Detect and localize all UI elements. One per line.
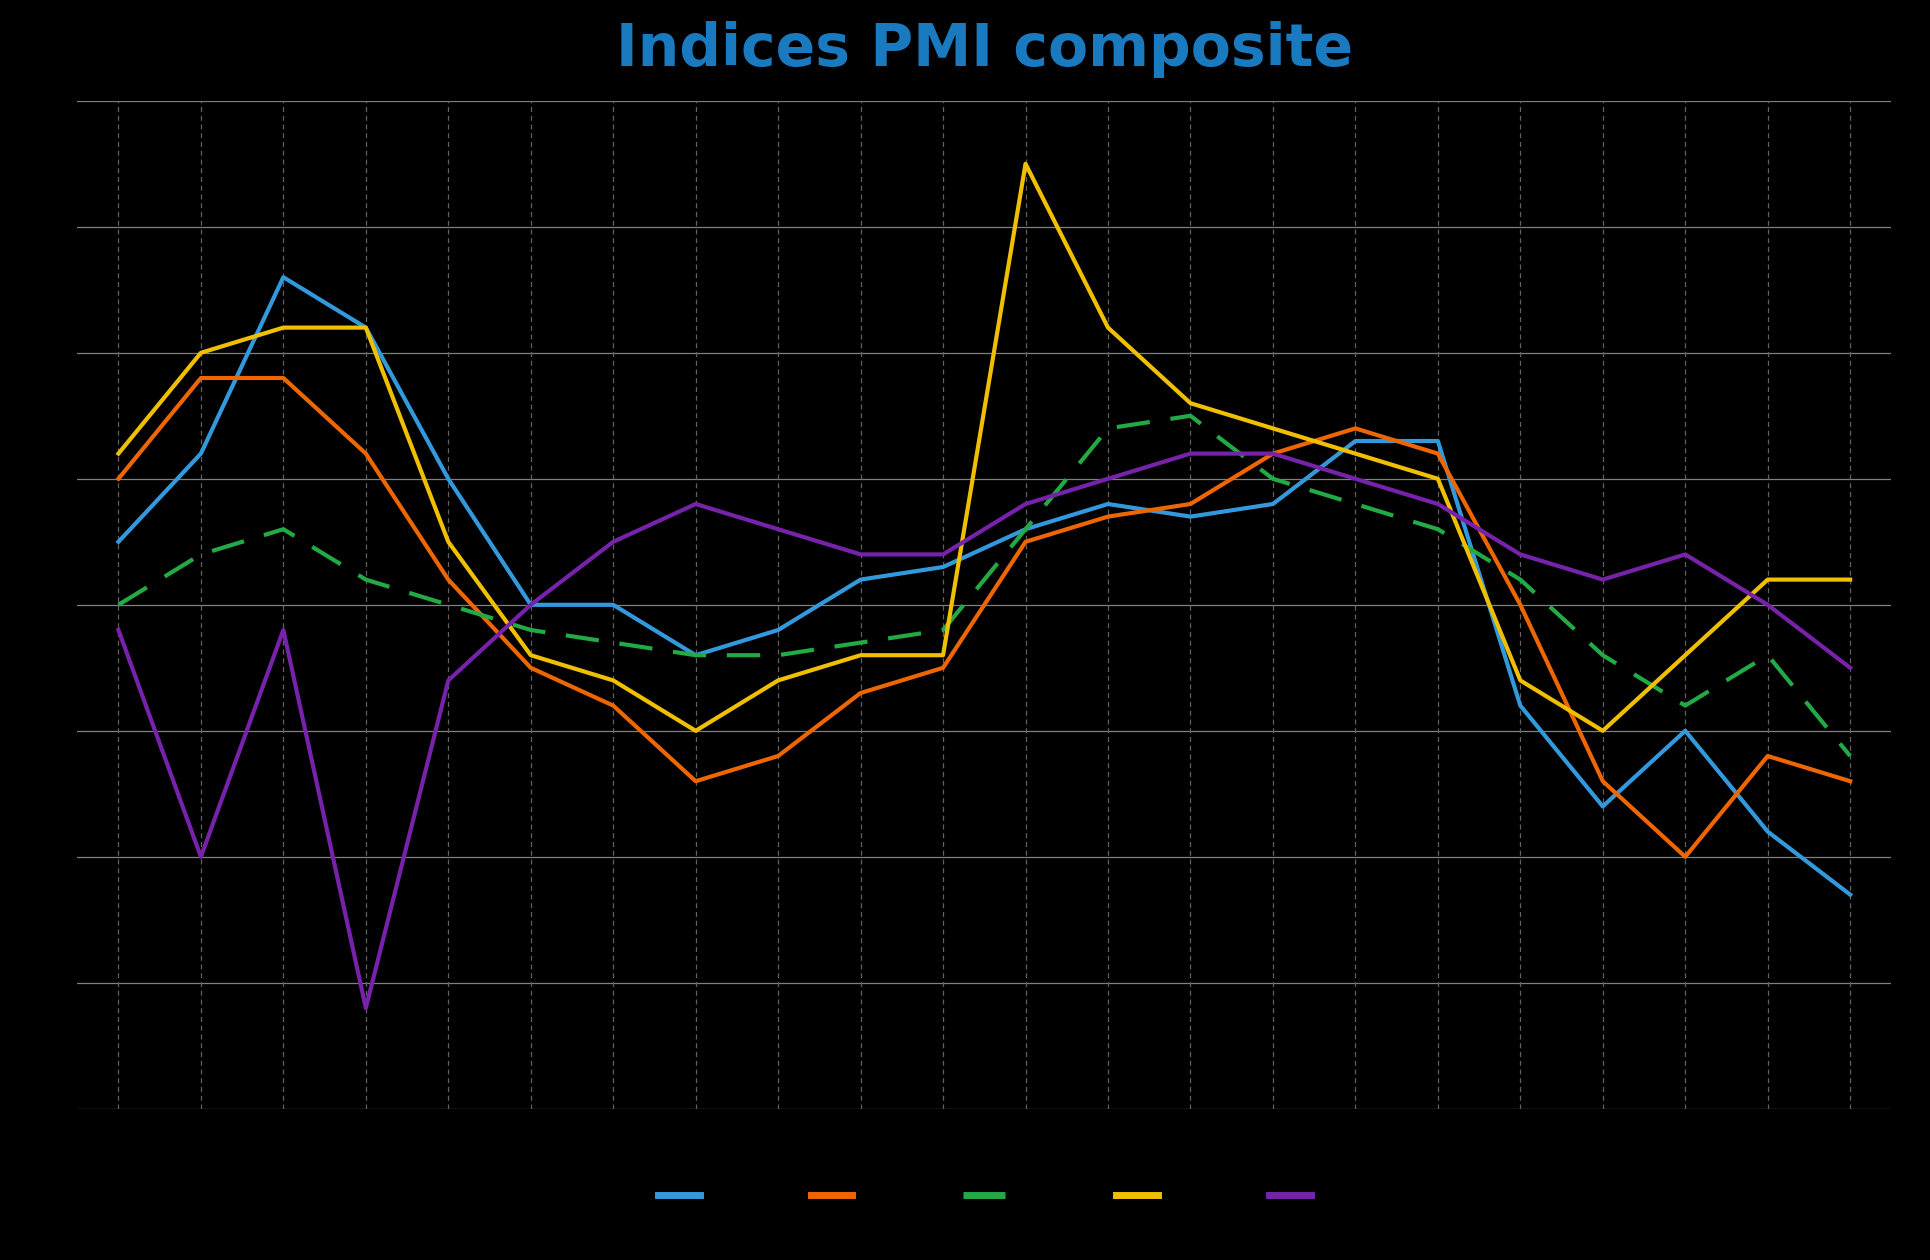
Title: Indices PMI composite: Indices PMI composite [616, 21, 1353, 78]
Legend: , , , , : , , , , [658, 1188, 1310, 1202]
